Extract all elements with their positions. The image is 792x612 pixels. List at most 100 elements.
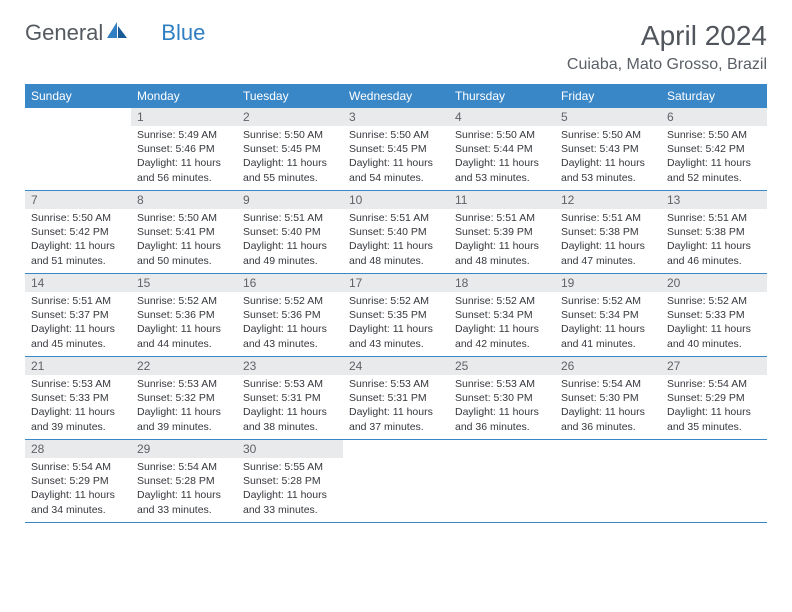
daylight-text-2: and 43 minutes. bbox=[349, 337, 443, 351]
page-title: April 2024 bbox=[567, 20, 767, 52]
sunrise-text: Sunrise: 5:53 AM bbox=[349, 377, 443, 391]
daylight-text-1: Daylight: 11 hours bbox=[243, 156, 337, 170]
daylight-text-2: and 45 minutes. bbox=[31, 337, 125, 351]
day-number: 4 bbox=[449, 108, 555, 126]
day-content: Sunrise: 5:50 AMSunset: 5:45 PMDaylight:… bbox=[237, 126, 343, 189]
daylight-text-2: and 43 minutes. bbox=[243, 337, 337, 351]
daylight-text-2: and 39 minutes. bbox=[31, 420, 125, 434]
daylight-text-2: and 34 minutes. bbox=[31, 503, 125, 517]
day-cell: 29 Sunrise: 5:54 AMSunset: 5:28 PMDayligh… bbox=[131, 440, 237, 523]
daylight-text-1: Daylight: 11 hours bbox=[31, 488, 125, 502]
day-number: 20 bbox=[661, 274, 767, 292]
sunset-text: Sunset: 5:43 PM bbox=[561, 142, 655, 156]
daylight-text-2: and 44 minutes. bbox=[137, 337, 231, 351]
sunset-text: Sunset: 5:42 PM bbox=[31, 225, 125, 239]
dayname-6: Saturday bbox=[661, 84, 767, 108]
sunset-text: Sunset: 5:35 PM bbox=[349, 308, 443, 322]
logo-text-1: General bbox=[25, 20, 103, 46]
day-content: Sunrise: 5:50 AMSunset: 5:45 PMDaylight:… bbox=[343, 126, 449, 189]
day-number: 8 bbox=[131, 191, 237, 209]
sunrise-text: Sunrise: 5:52 AM bbox=[349, 294, 443, 308]
sunset-text: Sunset: 5:30 PM bbox=[561, 391, 655, 405]
sunset-text: Sunset: 5:28 PM bbox=[137, 474, 231, 488]
day-number: 2 bbox=[237, 108, 343, 126]
day-number: 30 bbox=[237, 440, 343, 458]
day-number: 25 bbox=[449, 357, 555, 375]
sunrise-text: Sunrise: 5:51 AM bbox=[349, 211, 443, 225]
daylight-text-2: and 40 minutes. bbox=[667, 337, 761, 351]
daylight-text-1: Daylight: 11 hours bbox=[137, 405, 231, 419]
title-block: April 2024 Cuiaba, Mato Grosso, Brazil bbox=[567, 20, 767, 74]
day-content: Sunrise: 5:53 AMSunset: 5:30 PMDaylight:… bbox=[449, 375, 555, 438]
calendar-table: SundayMondayTuesdayWednesdayThursdayFrid… bbox=[25, 84, 767, 523]
dayname-5: Friday bbox=[555, 84, 661, 108]
daylight-text-2: and 42 minutes. bbox=[455, 337, 549, 351]
daylight-text-1: Daylight: 11 hours bbox=[31, 239, 125, 253]
sunrise-text: Sunrise: 5:54 AM bbox=[137, 460, 231, 474]
day-content: Sunrise: 5:50 AMSunset: 5:44 PMDaylight:… bbox=[449, 126, 555, 189]
day-number: 17 bbox=[343, 274, 449, 292]
day-content: Sunrise: 5:53 AMSunset: 5:31 PMDaylight:… bbox=[343, 375, 449, 438]
daylight-text-1: Daylight: 11 hours bbox=[31, 405, 125, 419]
day-cell bbox=[343, 440, 449, 523]
dayname-3: Wednesday bbox=[343, 84, 449, 108]
day-number: 14 bbox=[25, 274, 131, 292]
daylight-text-2: and 52 minutes. bbox=[667, 171, 761, 185]
day-number: 13 bbox=[661, 191, 767, 209]
day-cell: 15Sunrise: 5:52 AMSunset: 5:36 PMDayligh… bbox=[131, 274, 237, 357]
day-number: 29 bbox=[131, 440, 237, 458]
sunrise-text: Sunrise: 5:50 AM bbox=[455, 128, 549, 142]
day-content: Sunrise: 5:54 AMSunset: 5:29 PMDaylight:… bbox=[661, 375, 767, 438]
daylight-text-1: Daylight: 11 hours bbox=[455, 156, 549, 170]
daylight-text-2: and 37 minutes. bbox=[349, 420, 443, 434]
day-number: 9 bbox=[237, 191, 343, 209]
daylight-text-1: Daylight: 11 hours bbox=[243, 322, 337, 336]
day-content: Sunrise: 5:49 AMSunset: 5:46 PMDaylight:… bbox=[131, 126, 237, 189]
day-content: Sunrise: 5:54 AMSunset: 5:30 PMDaylight:… bbox=[555, 375, 661, 438]
day-content: Sunrise: 5:52 AMSunset: 5:34 PMDaylight:… bbox=[555, 292, 661, 355]
daylight-text-2: and 35 minutes. bbox=[667, 420, 761, 434]
day-cell: 19Sunrise: 5:52 AMSunset: 5:34 PMDayligh… bbox=[555, 274, 661, 357]
day-number: 15 bbox=[131, 274, 237, 292]
day-cell: 6Sunrise: 5:50 AMSunset: 5:42 PMDaylight… bbox=[661, 108, 767, 191]
day-cell: 26Sunrise: 5:54 AMSunset: 5:30 PMDayligh… bbox=[555, 357, 661, 440]
day-cell: 10Sunrise: 5:51 AMSunset: 5:40 PMDayligh… bbox=[343, 191, 449, 274]
day-cell: 28Sunrise: 5:54 AMSunset: 5:29 PMDayligh… bbox=[25, 440, 131, 523]
sunrise-text: Sunrise: 5:50 AM bbox=[667, 128, 761, 142]
dayname-1: Monday bbox=[131, 84, 237, 108]
day-cell: 9Sunrise: 5:51 AMSunset: 5:40 PMDaylight… bbox=[237, 191, 343, 274]
day-cell: 7 Sunrise: 5:50 AMSunset: 5:42 PMDaylight… bbox=[25, 191, 131, 274]
sunrise-text: Sunrise: 5:51 AM bbox=[455, 211, 549, 225]
day-cell: 16Sunrise: 5:52 AMSunset: 5:36 PMDayligh… bbox=[237, 274, 343, 357]
day-content: Sunrise: 5:50 AMSunset: 5:42 PMDaylight:… bbox=[661, 126, 767, 189]
day-content: Sunrise: 5:50 AMSunset: 5:43 PMDaylight:… bbox=[555, 126, 661, 189]
daylight-text-1: Daylight: 11 hours bbox=[455, 239, 549, 253]
day-number: 3 bbox=[343, 108, 449, 126]
sunset-text: Sunset: 5:38 PM bbox=[667, 225, 761, 239]
day-number: 7 bbox=[25, 191, 131, 209]
daylight-text-2: and 39 minutes. bbox=[137, 420, 231, 434]
sunset-text: Sunset: 5:29 PM bbox=[667, 391, 761, 405]
daylight-text-2: and 36 minutes. bbox=[561, 420, 655, 434]
daylight-text-1: Daylight: 11 hours bbox=[137, 488, 231, 502]
sunset-text: Sunset: 5:45 PM bbox=[349, 142, 443, 156]
sunset-text: Sunset: 5:33 PM bbox=[667, 308, 761, 322]
day-number: 23 bbox=[237, 357, 343, 375]
daylight-text-1: Daylight: 11 hours bbox=[561, 322, 655, 336]
day-number: 18 bbox=[449, 274, 555, 292]
day-cell bbox=[25, 108, 131, 191]
sunrise-text: Sunrise: 5:51 AM bbox=[31, 294, 125, 308]
day-number: 26 bbox=[555, 357, 661, 375]
sunset-text: Sunset: 5:36 PM bbox=[243, 308, 337, 322]
sunrise-text: Sunrise: 5:49 AM bbox=[137, 128, 231, 142]
sunset-text: Sunset: 5:37 PM bbox=[31, 308, 125, 322]
sunrise-text: Sunrise: 5:50 AM bbox=[31, 211, 125, 225]
sunset-text: Sunset: 5:34 PM bbox=[561, 308, 655, 322]
week-row: 1Sunrise: 5:49 AMSunset: 5:46 PMDaylight… bbox=[25, 108, 767, 191]
logo: General Blue bbox=[25, 20, 205, 46]
sunrise-text: Sunrise: 5:51 AM bbox=[561, 211, 655, 225]
sunrise-text: Sunrise: 5:51 AM bbox=[667, 211, 761, 225]
logo-text-2: Blue bbox=[161, 20, 205, 46]
daylight-text-1: Daylight: 11 hours bbox=[667, 239, 761, 253]
day-content: Sunrise: 5:52 AMSunset: 5:36 PMDaylight:… bbox=[131, 292, 237, 355]
